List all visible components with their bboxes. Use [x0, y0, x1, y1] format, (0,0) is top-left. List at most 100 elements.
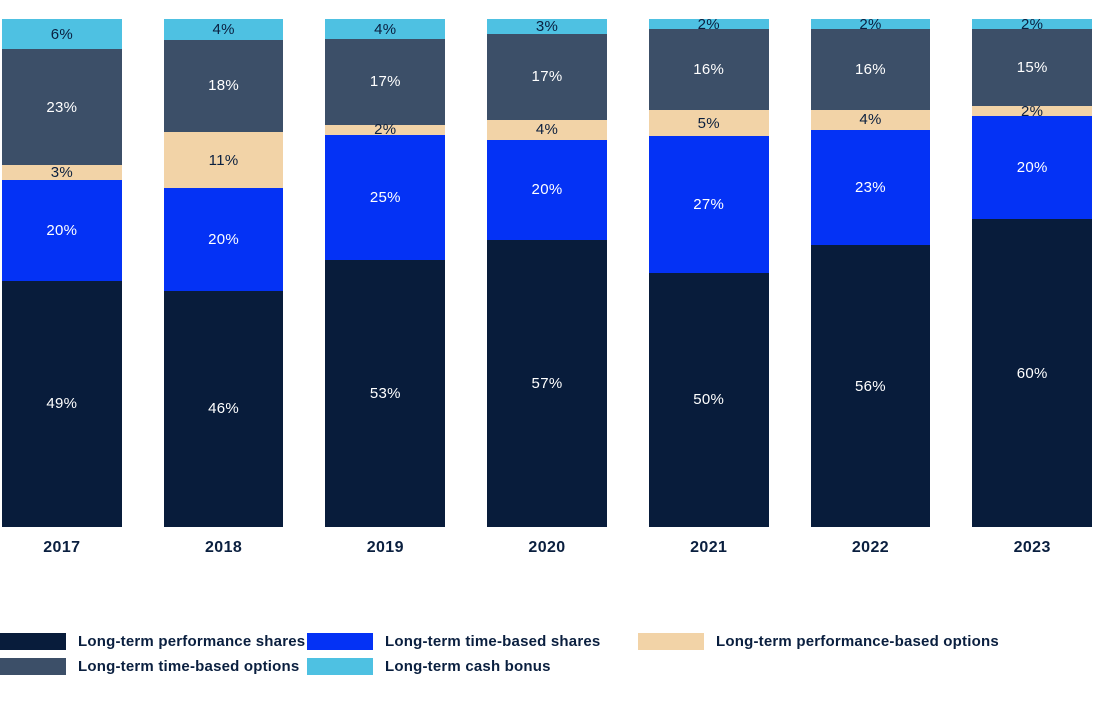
bar-segment: 23% — [2, 49, 122, 165]
segment-value-label: 23% — [46, 98, 78, 116]
bar-segment: 16% — [810, 29, 931, 110]
segment-value-label: 5% — [697, 114, 720, 132]
bar-segment: 6% — [2, 19, 122, 50]
bar-segment: 20% — [2, 179, 122, 281]
bar-column-2022: 2% 16% 4% 23% 56% 2022 — [810, 15, 931, 557]
bar-segment: 4% — [325, 19, 446, 40]
segment-value-label: 15% — [1016, 59, 1048, 77]
segment-value-label: 60% — [1016, 364, 1048, 382]
segment-value-label: 4% — [374, 20, 397, 38]
legend-label: Long-term performance-based options — [716, 633, 999, 650]
x-axis-tick-label: 2019 — [366, 539, 404, 556]
bar-segment: 17% — [325, 39, 446, 125]
segment-value-label: 11% — [208, 151, 239, 169]
bar-column-2017: 6% 23% 3% 20% 49% 2017 — [2, 19, 122, 557]
stacked-bar-2021: 2% 16% 5% 27% 50% — [648, 15, 769, 527]
bar-segment: 60% — [972, 219, 1093, 527]
segment-value-label: 2% — [859, 15, 882, 33]
segment-value-label: 17% — [369, 73, 401, 91]
bar-chart-plot-area: 6% 23% 3% 20% 49% 2017 4% 18% 11% 20% 46% 2018 4% 17%… — [2, 15, 1093, 557]
bar-segment: 50% — [648, 272, 769, 527]
legend-swatch-icon — [0, 658, 66, 675]
bar-segment: 23% — [810, 129, 931, 246]
bar-segment: 2% — [648, 15, 769, 33]
bar-column-2023: 2% 15% 2% 20% 60% 2023 — [972, 17, 1093, 557]
x-axis-tick-label: 2023 — [1013, 539, 1051, 556]
bar-segment: 20% — [972, 116, 1093, 220]
bar-segment: 49% — [2, 280, 122, 527]
segment-value-label: 2% — [374, 121, 397, 139]
segment-value-label: 16% — [854, 60, 886, 78]
legend-column: Long-term performance-based options — [638, 633, 1095, 650]
segment-value-label: 20% — [1016, 159, 1048, 177]
bar-segment: 11% — [163, 131, 284, 189]
bar-segment: 27% — [648, 135, 769, 273]
segment-value-label: 50% — [693, 391, 725, 409]
bar-segment: 4% — [810, 109, 931, 130]
segment-value-label: 3% — [535, 18, 559, 36]
bar-segment: 4% — [163, 19, 284, 40]
bar-segment: 56% — [810, 245, 931, 527]
x-axis-tick-label: 2018 — [204, 539, 243, 556]
stacked-bar-2019: 4% 17% 2% 25% 53% — [325, 19, 446, 527]
bar-segment: 20% — [163, 188, 284, 291]
stacked-bar-2020: 3% 17% 4% 20% 57% — [487, 19, 607, 527]
bar-column-2019: 4% 17% 2% 25% 53% 2019 — [325, 19, 446, 557]
bar-segment: 5% — [648, 110, 769, 136]
bar-segment: 15% — [972, 29, 1093, 107]
bar-segment: 4% — [487, 119, 607, 140]
x-axis-tick-label: 2017 — [43, 539, 81, 556]
bar-column-2020: 3% 17% 4% 20% 57% 2020 — [487, 19, 607, 557]
bar-segment: 2% — [810, 15, 931, 33]
bar-segment: 16% — [648, 29, 769, 111]
legend-column: Long-term time-based shares Long-term cas… — [307, 633, 638, 675]
segment-value-label: 20% — [208, 231, 240, 249]
bar-segment: 25% — [325, 134, 446, 261]
bar-column-2021: 2% 16% 5% 27% 50% 2021 — [648, 15, 769, 557]
stacked-bar-2018: 4% 18% 11% 20% 46% — [163, 19, 284, 527]
segment-value-label: 57% — [531, 375, 563, 393]
segment-value-label: 27% — [693, 195, 725, 213]
segment-value-label: 49% — [46, 395, 78, 413]
legend-item: Long-term time-based options — [0, 658, 299, 675]
bar-segment: 57% — [487, 240, 607, 527]
bar-segment: 53% — [325, 260, 446, 527]
segment-value-label: 20% — [46, 221, 78, 239]
bar-segment: 46% — [163, 290, 284, 527]
legend: Long-term performance shares Long-term ti… — [0, 633, 1095, 675]
legend-item: Long-term time-based shares — [307, 633, 600, 650]
bar-segment: 17% — [487, 34, 607, 120]
stacked-bar-2017: 6% 23% 3% 20% 49% — [2, 19, 122, 527]
legend-swatch-icon — [638, 633, 704, 650]
bar-column-2018: 4% 18% 11% 20% 46% 2018 — [163, 19, 284, 557]
segment-value-label: 56% — [854, 377, 886, 395]
legend-label: Long-term performance shares — [78, 633, 306, 650]
legend-column: Long-term performance shares Long-term ti… — [0, 633, 307, 675]
segment-value-label: 2% — [697, 15, 720, 33]
legend-swatch-icon — [307, 633, 373, 650]
segment-value-label: 17% — [531, 68, 563, 86]
segment-value-label: 6% — [50, 25, 73, 43]
legend-item: Long-term cash bonus — [307, 658, 551, 675]
segment-value-label: 3% — [50, 163, 73, 181]
bar-segment: 2% — [972, 104, 1093, 119]
x-axis-tick-label: 2022 — [851, 539, 890, 556]
bar-segment: 18% — [163, 39, 284, 132]
segment-value-label: 23% — [854, 178, 886, 196]
segment-value-label: 25% — [369, 189, 401, 207]
bar-segment: 2% — [325, 121, 446, 139]
stacked-bar-2022: 2% 16% 4% 23% 56% — [810, 15, 931, 527]
legend-swatch-icon — [307, 658, 373, 675]
segment-value-label: 20% — [531, 181, 563, 199]
x-axis-tick-label: 2021 — [690, 539, 728, 556]
x-axis-tick-label: 2020 — [528, 539, 566, 556]
legend-swatch-icon — [0, 633, 66, 650]
segment-value-label: 16% — [693, 61, 725, 79]
segment-value-label: 4% — [859, 111, 882, 129]
bar-segment: 20% — [487, 139, 607, 241]
segment-value-label: 4% — [212, 20, 235, 38]
segment-value-label: 4% — [535, 121, 559, 139]
segment-value-label: 53% — [369, 385, 401, 403]
legend-item: Long-term performance-based options — [638, 633, 999, 650]
